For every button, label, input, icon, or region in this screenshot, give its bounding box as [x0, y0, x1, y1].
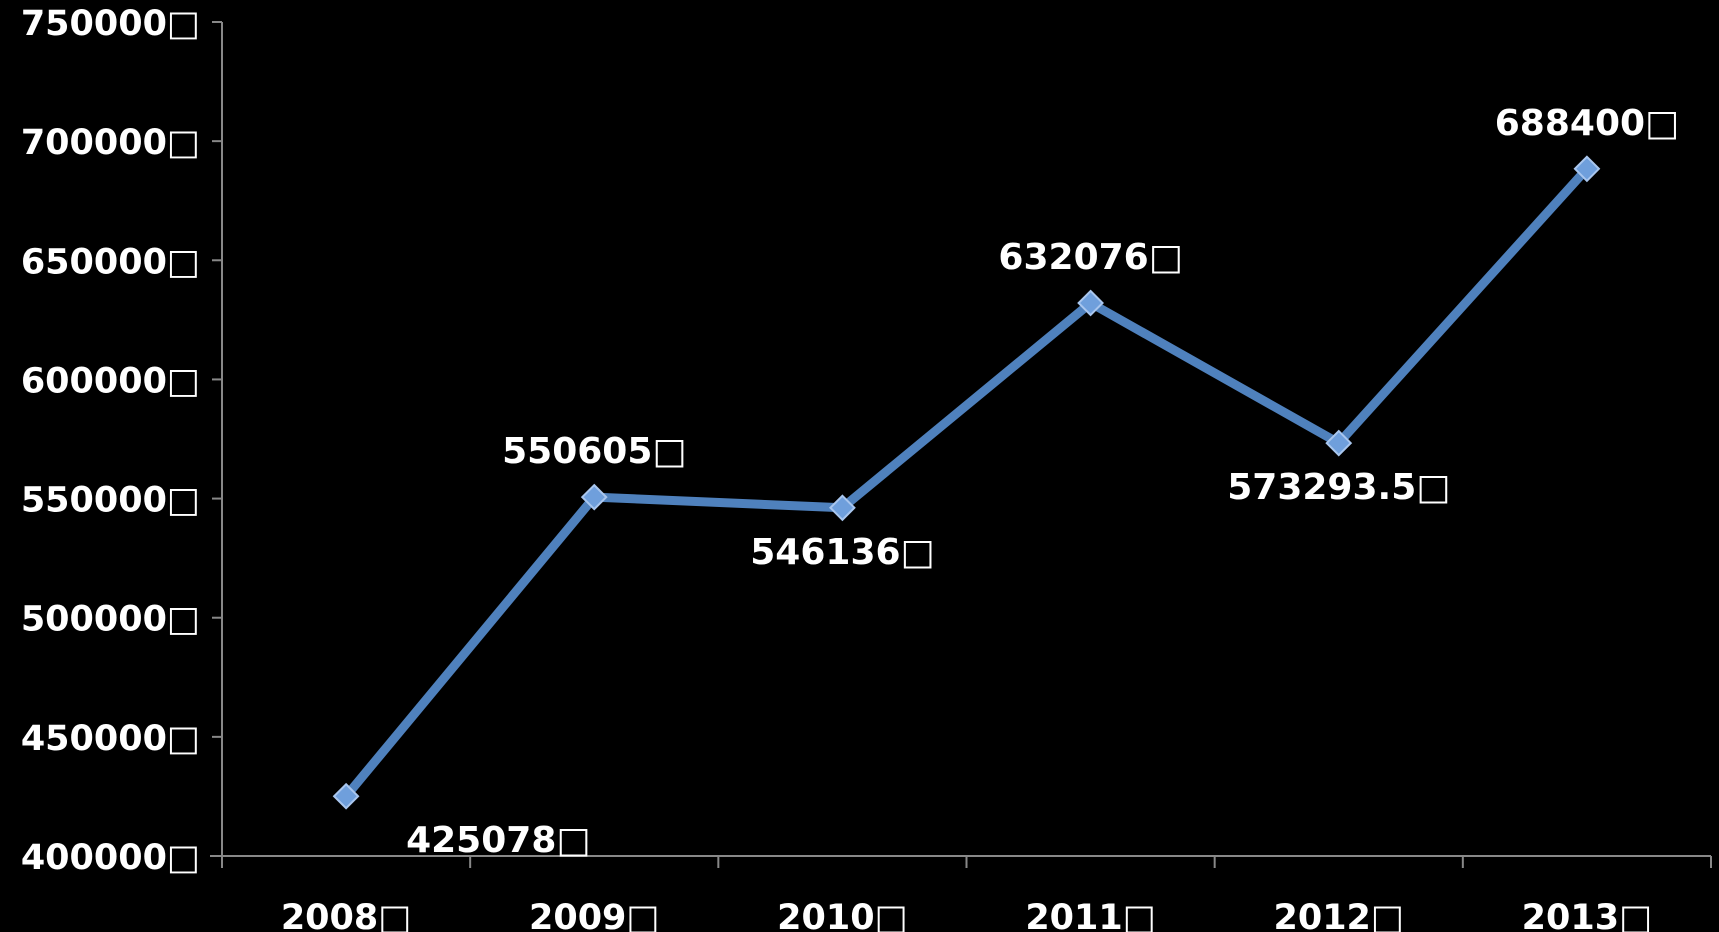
- series-line: [332, 155, 1601, 810]
- data-point-marker: [829, 494, 856, 522]
- data-point-marker: [580, 483, 608, 511]
- x-axis: 2008□ 2009□ 2010□ 2011□ 2012□ 2013□: [210, 855, 1712, 932]
- data-label: 550605□: [502, 431, 686, 472]
- x-tick-label: 2012□: [1274, 898, 1404, 932]
- data-point-marker: [332, 782, 360, 810]
- y-tick-label: 500000□: [21, 600, 200, 640]
- y-tick-label: 650000□: [21, 242, 200, 282]
- series-line-path: [341, 164, 1592, 801]
- data-label: 632076□: [998, 237, 1182, 278]
- y-tick-label: 450000□: [21, 719, 200, 759]
- data-point-marker: [1573, 155, 1601, 183]
- x-tick-label: 2011□: [1025, 898, 1155, 932]
- data-label: 573293.5□: [1227, 467, 1450, 508]
- data-label: 546136□: [750, 532, 934, 573]
- data-label: 425078□: [406, 820, 590, 861]
- x-tick-label: 2010□: [777, 898, 907, 932]
- y-tick-label: 550000□: [21, 481, 200, 521]
- data-labels: 425078□ 550605□ 546136□ 632076□ 573293.5□ 688…: [406, 103, 1679, 861]
- data-point-marker: [1077, 289, 1104, 317]
- data-point-marker: [1325, 429, 1353, 457]
- y-tick-label: 400000□: [21, 838, 200, 878]
- x-tick-label: 2009□: [529, 898, 659, 932]
- y-tick-label: 600000□: [21, 361, 200, 401]
- y-tick-label: 700000□: [21, 123, 200, 163]
- data-label: 688400□: [1495, 103, 1679, 144]
- x-tick-label: 2008□: [281, 898, 411, 932]
- y-axis: 400000□ 450000□ 500000□ 550000□ 600000□ 65000…: [21, 4, 223, 878]
- x-tick-label: 2013□: [1522, 898, 1652, 932]
- y-tick-label: 750000□: [21, 4, 200, 44]
